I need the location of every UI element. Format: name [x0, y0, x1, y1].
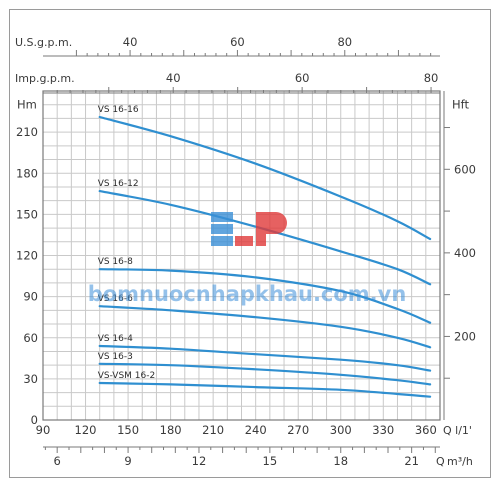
y-tick-label: 90: [23, 290, 38, 304]
x-tick-label: 210: [202, 423, 224, 437]
hft-tick-label: 200: [454, 329, 476, 343]
series-label-6: VS 16-3: [98, 352, 133, 362]
series: [98, 115, 432, 398]
y-tick-label: 210: [16, 125, 38, 139]
series-line-7: [98, 381, 432, 398]
series-line-5: [98, 344, 432, 372]
series-label-4: VS 16-6: [98, 294, 133, 304]
hft-tick-label: 600: [454, 162, 476, 176]
usgpm-tick-label: 40: [123, 35, 138, 49]
y-tick-label: 30: [23, 372, 38, 386]
series-label-5: VS 16-4: [98, 334, 133, 344]
x-tick-label: 330: [372, 423, 394, 437]
y-tick-label: 120: [16, 249, 38, 263]
series-line-2: [98, 190, 432, 286]
x-tick-label: 240: [245, 423, 267, 437]
x-tick-label: 90: [36, 423, 51, 437]
y-tick-label: 180: [16, 166, 38, 180]
plot-frame: [42, 90, 441, 421]
hft-tick-label: 400: [454, 246, 476, 260]
x-tick-label: 360: [415, 423, 437, 437]
x-tick-label: 300: [330, 423, 352, 437]
series-line-3: [98, 268, 432, 324]
hft-axis-label: Hft: [452, 98, 469, 112]
usgpm-tick-label: 80: [337, 35, 352, 49]
series-line-4: [98, 305, 432, 349]
x-axis-label: Q l/1': [443, 424, 472, 437]
brand-logo: [211, 212, 287, 246]
m3h-tick-label: 9: [124, 454, 131, 468]
m3h-tick-label: 18: [333, 454, 348, 468]
impgpm-tick-label: 80: [424, 71, 439, 85]
y-tick-label: 0: [31, 413, 38, 427]
m3h-tick-label: 12: [192, 454, 207, 468]
x-tick-label: 270: [287, 423, 309, 437]
y-tick-label: 150: [16, 207, 38, 221]
m3h-tick-label: 21: [404, 454, 419, 468]
impgpm-axis-label: Imp.g.p.m.: [15, 72, 75, 85]
m3h-axis-label-unit: m³/h: [447, 455, 473, 468]
usgpm-axis-label: U.S.g.p.m.: [15, 36, 72, 49]
y-axis-label: Hm: [17, 98, 37, 112]
y-tick-label: 60: [23, 331, 38, 345]
series-label-7: VS-VSM 16-2: [98, 371, 156, 381]
usgpm-tick-label: 60: [230, 35, 245, 49]
m3h-tick-label: 6: [54, 454, 61, 468]
m3h-tick-label: 15: [263, 454, 278, 468]
x-tick-label: 150: [117, 423, 139, 437]
x-tick-label: 120: [75, 423, 97, 437]
watermark-text: bomnuocnhapkhau.com.vn: [88, 282, 407, 306]
impgpm-tick-label: 60: [295, 71, 310, 85]
series-label-1: VS 16-16: [98, 105, 139, 115]
series-line-6: [98, 362, 432, 386]
axes: [42, 50, 450, 453]
series-label-3: VS 16-8: [98, 257, 133, 267]
impgpm-tick-label: 40: [166, 71, 181, 85]
series-label-2: VS 16-12: [98, 179, 139, 189]
series-line-1: [98, 115, 432, 241]
m3h-axis-label-prefix: Q: [436, 455, 445, 468]
labels: 40 60 80 40 60 80 U.S.g.p.m. Imp.g.p.m. 0 30 60 90 1…: [15, 35, 476, 468]
x-tick-label: 180: [160, 423, 182, 437]
